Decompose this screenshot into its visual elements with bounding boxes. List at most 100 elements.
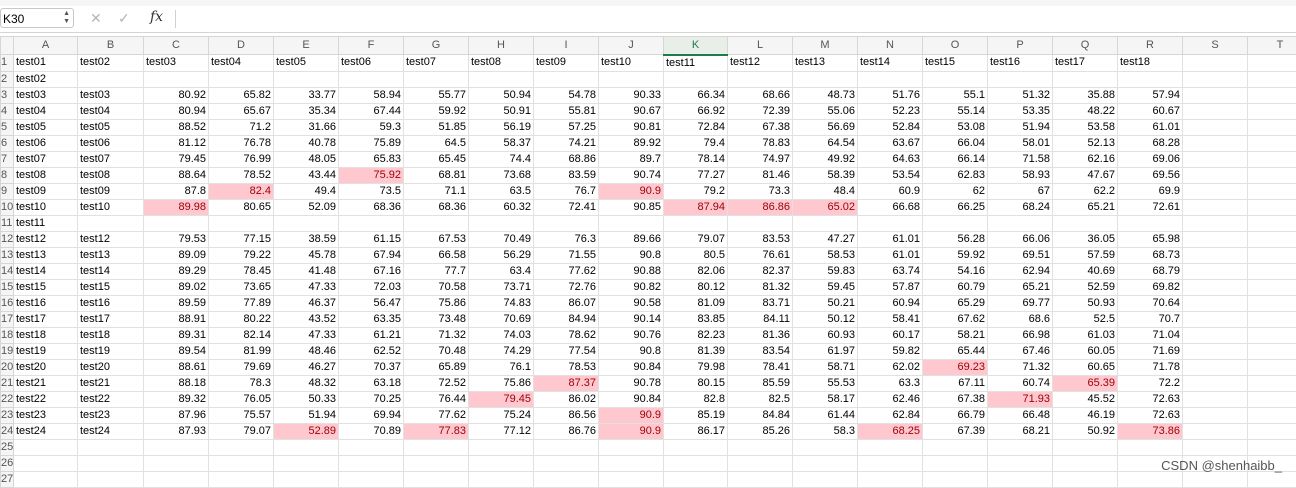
cell[interactable]: 66.48 [988,407,1053,423]
cell[interactable]: 77.15 [209,231,274,247]
cell[interactable]: 86.02 [534,391,599,407]
cell[interactable]: 90.74 [599,167,664,183]
cell[interactable]: 43.52 [274,311,339,327]
cell[interactable] [1248,151,1296,167]
cell[interactable] [1183,327,1248,343]
cell[interactable] [78,455,144,471]
cell[interactable] [144,471,209,487]
cell[interactable]: 52.84 [858,119,923,135]
cell[interactable] [1183,103,1248,119]
row-header[interactable]: 6 [1,135,14,151]
cell[interactable]: test06 [14,135,78,151]
name-box-stepper-icon[interactable]: ▲▼ [63,10,70,26]
cell[interactable]: 77.89 [209,295,274,311]
cell[interactable]: 60.79 [923,279,988,295]
cell[interactable]: 38.59 [274,231,339,247]
cell[interactable] [728,71,793,87]
row-header[interactable]: 10 [1,199,14,215]
row-header[interactable]: 22 [1,391,14,407]
column-header[interactable]: P [988,37,1053,55]
cell[interactable]: 78.3 [209,375,274,391]
cell[interactable]: test20 [78,359,144,375]
cell[interactable]: 73.48 [404,311,469,327]
cell[interactable]: test18 [14,327,78,343]
cell[interactable]: 68.73 [1118,247,1183,263]
cell[interactable] [404,471,469,487]
cell[interactable] [1183,199,1248,215]
cell[interactable]: test03 [78,87,144,103]
cell[interactable]: 61.15 [339,231,404,247]
cell[interactable]: 58.53 [793,247,858,263]
cell[interactable]: 75.86 [404,295,469,311]
cell[interactable]: 51.76 [858,87,923,103]
cell[interactable]: test15 [78,279,144,295]
cell[interactable]: 87.8 [144,183,209,199]
cell[interactable]: 66.68 [858,199,923,215]
cell[interactable]: 58.37 [469,135,534,151]
cell[interactable]: 63.18 [339,375,404,391]
cell[interactable]: 69.94 [339,407,404,423]
cell[interactable] [1053,71,1118,87]
cell[interactable] [1183,167,1248,183]
cell[interactable]: 77.83 [404,423,469,439]
cell[interactable]: 79.45 [144,151,209,167]
cell[interactable]: test12 [728,55,793,72]
cell[interactable]: 35.88 [1053,87,1118,103]
cell[interactable]: 90.33 [599,87,664,103]
cell[interactable]: 50.91 [469,103,534,119]
cell[interactable]: 69.51 [988,247,1053,263]
cell[interactable]: 68.86 [534,151,599,167]
cell[interactable]: test19 [14,343,78,359]
column-header[interactable]: E [274,37,339,55]
cell[interactable]: 83.53 [728,231,793,247]
cell[interactable]: 88.61 [144,359,209,375]
cell[interactable] [858,439,923,455]
cell[interactable]: 50.93 [1053,295,1118,311]
cell[interactable] [1183,279,1248,295]
cell[interactable] [1248,135,1296,151]
cell[interactable]: 70.89 [339,423,404,439]
confirm-check-icon[interactable]: ✓ [118,10,130,27]
cell[interactable] [1118,215,1183,231]
cell[interactable]: test15 [14,279,78,295]
cell[interactable]: test20 [14,359,78,375]
cell[interactable]: test21 [78,375,144,391]
cell[interactable]: 67.38 [923,391,988,407]
cell[interactable]: test14 [858,55,923,72]
column-header[interactable]: T [1248,37,1296,55]
cell[interactable]: test10 [14,199,78,215]
cell[interactable]: 81.36 [728,327,793,343]
column-header[interactable]: N [858,37,923,55]
cell[interactable]: 79.22 [209,247,274,263]
cell[interactable]: 52.09 [274,199,339,215]
cell[interactable] [534,455,599,471]
cell[interactable]: 85.59 [728,375,793,391]
cell[interactable] [1183,215,1248,231]
cell[interactable]: 81.12 [144,135,209,151]
cell[interactable]: 60.65 [1053,359,1118,375]
cell[interactable]: 81.39 [664,343,728,359]
cell[interactable] [858,471,923,487]
cell[interactable]: 59.92 [923,247,988,263]
cell[interactable] [339,439,404,455]
cell[interactable]: 71.58 [988,151,1053,167]
cell[interactable]: 89.31 [144,327,209,343]
cell[interactable]: 50.21 [793,295,858,311]
cell[interactable]: 84.94 [534,311,599,327]
cell[interactable]: 72.39 [728,103,793,119]
cell[interactable] [988,455,1053,471]
cell[interactable]: 81.32 [728,279,793,295]
cell[interactable]: 63.5 [469,183,534,199]
column-header[interactable]: A [14,37,78,55]
cell[interactable]: test04 [14,103,78,119]
cell[interactable]: 68.6 [988,311,1053,327]
cell[interactable]: 89.7 [599,151,664,167]
cell[interactable]: 88.18 [144,375,209,391]
cell[interactable]: 66.34 [664,87,728,103]
cell[interactable] [274,455,339,471]
cell[interactable]: 53.54 [858,167,923,183]
cell[interactable]: 62.02 [858,359,923,375]
cell[interactable]: 90.9 [599,183,664,199]
cell[interactable] [1248,407,1296,423]
cell[interactable]: 76.99 [209,151,274,167]
